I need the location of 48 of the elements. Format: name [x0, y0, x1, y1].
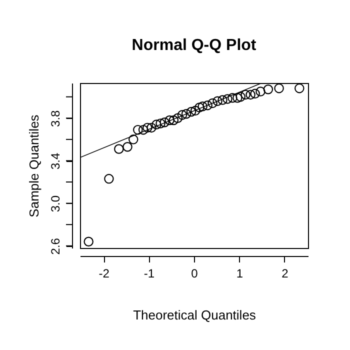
point: [156, 118, 166, 128]
point: [208, 98, 218, 108]
point: [168, 115, 179, 126]
point: [263, 84, 274, 94]
point: [198, 102, 208, 112]
point: [172, 113, 183, 123]
y-tick-label: 3.8: [48, 110, 62, 127]
point: [186, 106, 196, 117]
point: [133, 124, 143, 135]
point: [164, 115, 174, 126]
x-axis-title: Theoretical Quantiles: [133, 308, 256, 322]
y-tick-label: 3.0: [48, 195, 62, 212]
point: [250, 88, 260, 99]
chart-title: Normal Q-Q Plot: [132, 37, 257, 54]
point: [104, 174, 114, 184]
point: [228, 93, 238, 103]
point: [212, 96, 222, 106]
point: [274, 83, 284, 94]
point: [114, 144, 124, 154]
point: [160, 118, 170, 128]
point: [122, 142, 132, 152]
point: [236, 92, 246, 102]
point: [218, 95, 228, 105]
point: [246, 90, 256, 100]
point: [256, 86, 266, 96]
point: [181, 109, 192, 119]
point: [222, 94, 232, 104]
point: [232, 93, 242, 103]
point: [84, 236, 94, 246]
point: [190, 106, 200, 116]
y-tick-label: 3.4: [48, 152, 62, 170]
point: [142, 122, 152, 133]
point: [194, 102, 204, 112]
y-axis-title: Sample Quantiles: [26, 114, 42, 218]
y-tick-label: 2.6: [48, 238, 62, 255]
x-tick-label: 1: [236, 266, 244, 280]
point: [294, 83, 304, 94]
x-tick-label: -1: [144, 266, 155, 280]
point: [138, 124, 148, 135]
point: [152, 120, 162, 130]
point: [202, 100, 212, 110]
point: [128, 134, 138, 144]
point: [240, 90, 250, 100]
point: [177, 110, 188, 120]
x-tick-label: 2: [282, 266, 289, 280]
point: [146, 122, 156, 133]
x-tick-label: -2: [98, 266, 110, 280]
x-tick-label: 0: [191, 266, 198, 280]
